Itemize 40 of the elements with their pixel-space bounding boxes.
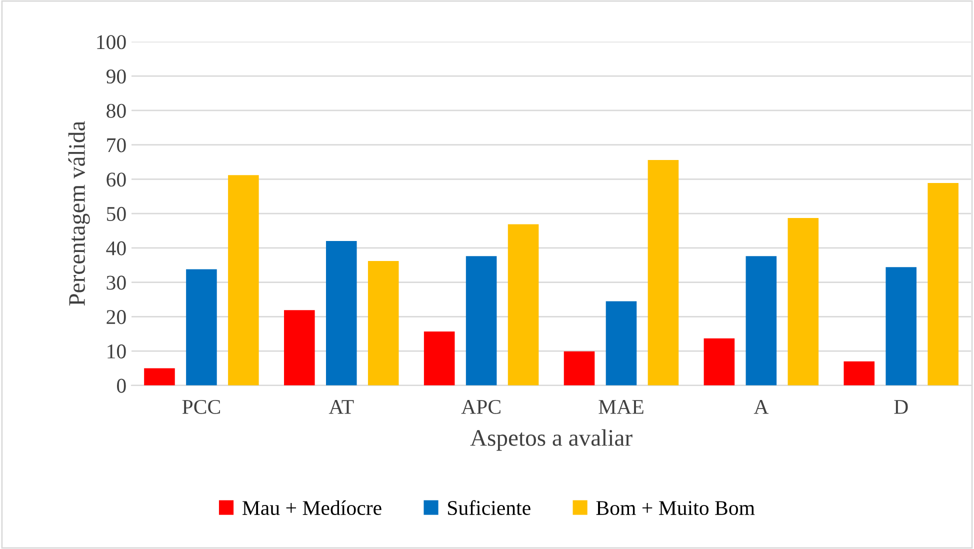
y-tick-label: 40 (106, 241, 126, 256)
x-tick-label: APC (461, 400, 500, 414)
bar (186, 269, 217, 386)
bar (844, 361, 875, 386)
y-tick-label: 70 (107, 138, 126, 152)
y-tick-label: 0 (117, 378, 126, 393)
x-tick-label: MAE (598, 400, 644, 414)
y-axis-title: Percentagem válida (68, 121, 90, 306)
bar (284, 310, 315, 386)
bar (466, 256, 497, 386)
y-tick-label: 90 (106, 69, 126, 84)
x-axis-title: Aspetos a avaliar (470, 429, 632, 451)
legend-label: Suficiente (448, 500, 530, 516)
y-tick-label: 10 (108, 344, 126, 358)
x-tick-label: D (894, 400, 908, 414)
legend-label: Bom + Muito Bom (596, 501, 755, 516)
bar (326, 241, 357, 386)
bar (886, 267, 917, 386)
bar (564, 351, 595, 386)
x-tick-label: AT (328, 400, 354, 414)
y-tick-label: 20 (106, 310, 126, 324)
bar (368, 260, 399, 386)
y-tick-label: 50 (107, 206, 126, 221)
legend-label: Mau + Medíocre (242, 500, 382, 516)
bar (928, 182, 958, 386)
bar (424, 331, 455, 386)
bar (704, 338, 735, 386)
y-tick-label: 100 (97, 35, 126, 50)
x-tick-label: A (754, 400, 769, 414)
bar (228, 175, 259, 386)
bar (788, 218, 819, 386)
bar (648, 160, 679, 386)
x-tick-label: PCC (182, 400, 220, 414)
bar (508, 224, 539, 386)
bar (606, 301, 637, 386)
bar (746, 256, 777, 386)
bar (144, 368, 175, 386)
y-tick-label: 80 (106, 104, 126, 118)
y-tick-label: 30 (106, 276, 126, 290)
y-tick-label: 60 (106, 172, 126, 187)
